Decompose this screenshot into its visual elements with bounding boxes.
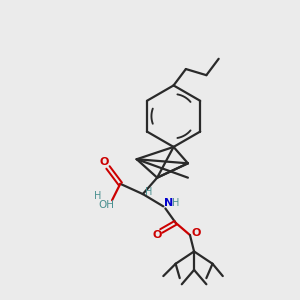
Text: H: H: [94, 191, 101, 201]
Text: H: H: [172, 198, 179, 208]
Text: O: O: [191, 228, 201, 238]
Text: OH: OH: [98, 200, 114, 210]
Text: O: O: [99, 157, 109, 167]
Text: H: H: [145, 187, 153, 197]
Text: N: N: [164, 198, 173, 208]
Text: O: O: [152, 230, 162, 240]
